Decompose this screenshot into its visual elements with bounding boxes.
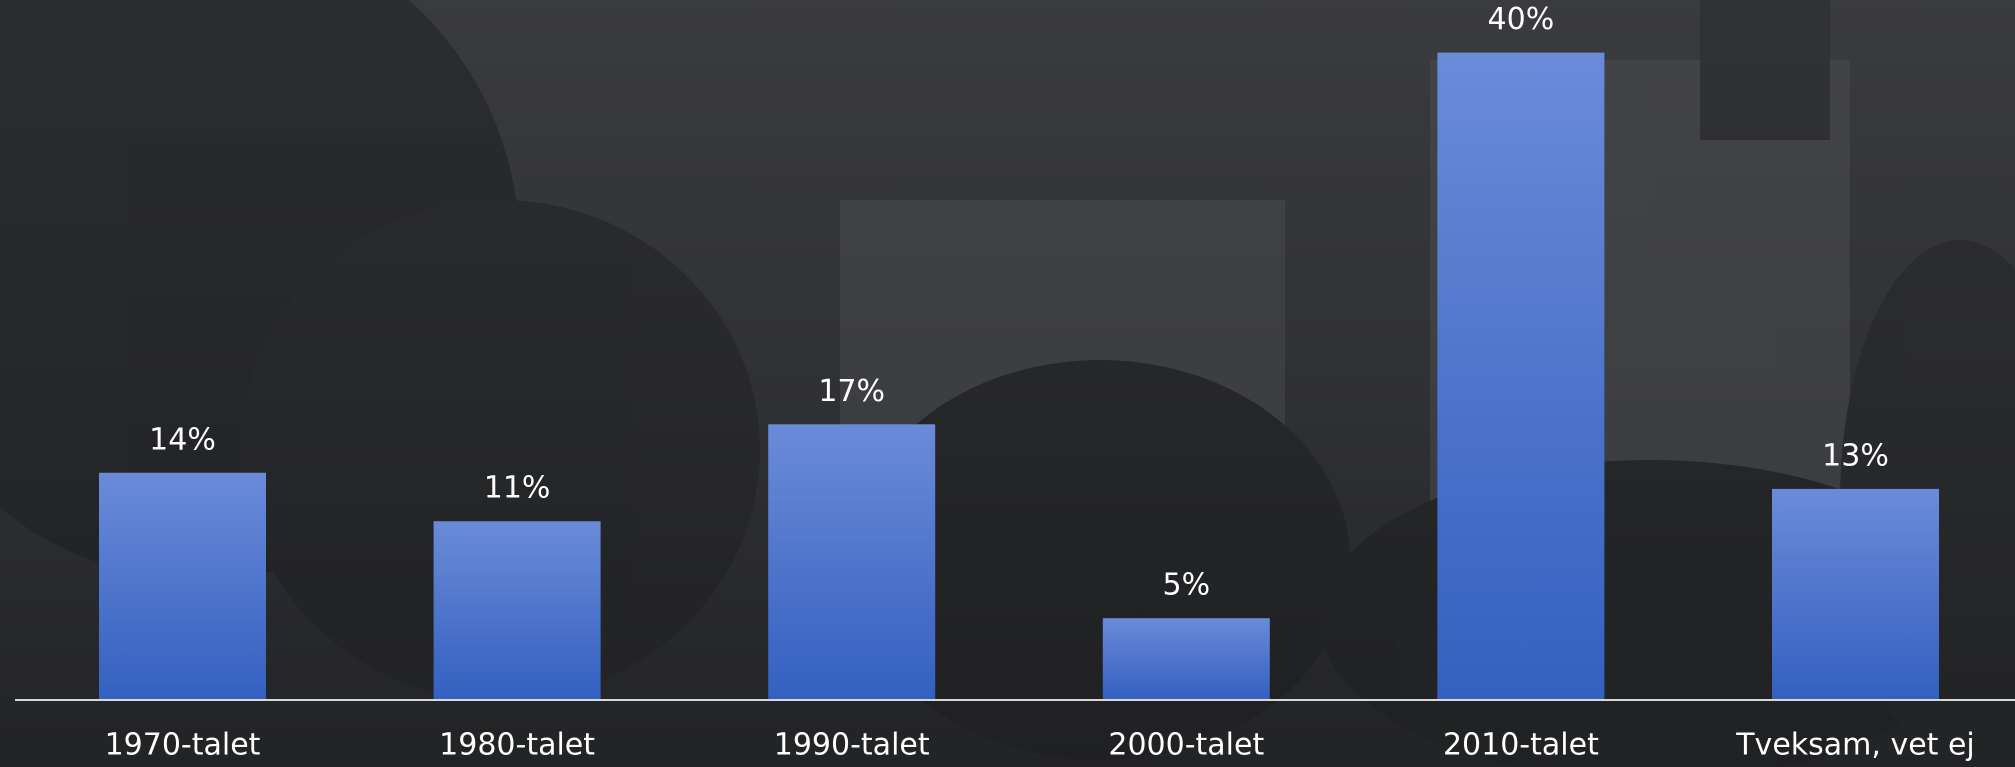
value-label: 11%: [484, 471, 551, 506]
value-label: 5%: [1163, 568, 1211, 603]
value-label: 13%: [1822, 438, 1889, 473]
value-label: 40%: [1488, 2, 1555, 37]
x-tick-label: 1990-talet: [774, 728, 930, 763]
bar: [1102, 618, 1270, 699]
x-tick-label: 1970-talet: [105, 728, 261, 763]
value-label: 14%: [149, 422, 216, 457]
bar: [768, 424, 936, 699]
bar: [433, 521, 601, 699]
bar: [1772, 488, 1939, 699]
x-tick-label: 1980-talet: [439, 728, 595, 763]
bar: [1437, 52, 1605, 700]
x-tick-label: 2010-talet: [1443, 728, 1599, 763]
bar: [99, 472, 266, 699]
x-tick-label: 2000-talet: [1108, 728, 1264, 763]
value-label: 17%: [818, 374, 885, 409]
x-tick-label: Tveksam, vet ej: [1735, 728, 1975, 763]
